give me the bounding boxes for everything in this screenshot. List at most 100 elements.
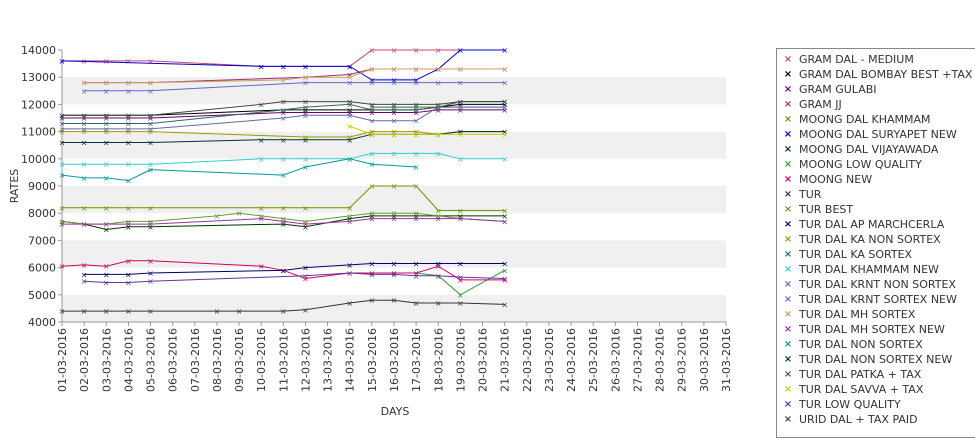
legend-marker-icon: × <box>783 84 793 95</box>
data-point: × <box>413 215 420 224</box>
legend-item: × GRAM DAL BOMBAY BEST +TAX <box>777 67 975 82</box>
data-point: × <box>59 307 66 316</box>
data-point: × <box>346 269 353 278</box>
data-point: × <box>103 125 110 134</box>
data-point: × <box>81 261 88 270</box>
data-point: × <box>59 171 66 180</box>
data-point: × <box>236 209 243 218</box>
series-9: × × × × × × × × × × × × × × × × <box>59 296 508 316</box>
legend-label: GRAM JJ <box>799 98 842 111</box>
series-11: × × × × × × × × × × × × × <box>81 260 508 280</box>
data-point: × <box>501 106 508 115</box>
data-point: × <box>435 212 442 221</box>
legend-marker-icon: × <box>783 189 793 200</box>
legend-label: MOONG DAL KHAMMAM <box>799 113 931 126</box>
x-tick-label: 27-03-2016 <box>631 328 644 392</box>
data-point: × <box>302 136 309 145</box>
data-point: × <box>413 106 420 115</box>
data-point: × <box>258 215 265 224</box>
data-point: × <box>391 130 398 139</box>
data-point: × <box>346 111 353 120</box>
data-point: × <box>147 204 154 213</box>
data-point: × <box>147 128 154 137</box>
data-point: × <box>346 70 353 79</box>
data-point: × <box>413 76 420 85</box>
data-point: × <box>435 215 442 224</box>
legend-item: × TUR DAL NON SORTEX <box>777 337 975 352</box>
legend-label: TUR DAL KRNT SORTEX NEW <box>799 293 957 306</box>
data-point: × <box>125 57 132 66</box>
data-point: × <box>302 204 309 213</box>
legend: × GRAM DAL - MEDIUM × GRAM DAL BOMBAY BEST … <box>776 48 975 438</box>
legend-marker-icon: × <box>783 264 793 275</box>
data-point: × <box>369 215 376 224</box>
data-point: × <box>369 130 376 139</box>
data-point: × <box>59 138 66 147</box>
data-point: × <box>147 111 154 120</box>
data-point: × <box>147 125 154 134</box>
data-point: × <box>280 171 287 180</box>
x-tick-label: 08-03-2016 <box>211 328 224 392</box>
data-point: × <box>391 76 398 85</box>
data-point: × <box>103 119 110 128</box>
legend-item: × TUR DAL KRNT SORTEX NEW <box>777 292 975 307</box>
y-tick-label: 7000 <box>28 234 56 247</box>
x-tick-label: 17-03-2016 <box>410 328 423 392</box>
data-point: × <box>369 106 376 115</box>
data-point: × <box>501 128 508 137</box>
legend-marker-icon: × <box>783 249 793 260</box>
data-point: × <box>147 138 154 147</box>
legend-item: × TUR <box>777 187 975 202</box>
data-point: × <box>457 128 464 137</box>
grid-bands <box>62 77 726 322</box>
data-point: × <box>147 220 154 229</box>
y-tick-label: 12000 <box>21 98 56 111</box>
data-point: × <box>501 260 508 269</box>
data-point: × <box>258 212 265 221</box>
data-point: × <box>501 103 508 112</box>
legend-label: TUR DAL AP MARCHCERLA <box>799 218 945 231</box>
x-tick-label: 24-03-2016 <box>565 328 578 392</box>
data-point: × <box>435 46 442 55</box>
data-point: × <box>302 264 309 273</box>
data-point: × <box>302 155 309 164</box>
x-tick-label: 07-03-2016 <box>189 328 202 392</box>
data-point: × <box>103 279 110 288</box>
legend-marker-icon: × <box>783 384 793 395</box>
data-point: × <box>59 114 66 123</box>
legend-marker-icon: × <box>783 369 793 380</box>
y-tick-label: 9000 <box>28 180 56 193</box>
data-point: × <box>280 204 287 213</box>
data-point: × <box>346 217 353 226</box>
legend-label: TUR DAL PATKA + TAX <box>799 368 922 381</box>
data-point: × <box>81 270 88 279</box>
data-point: × <box>81 114 88 123</box>
y-tick-label: 5000 <box>28 289 56 302</box>
data-point: × <box>280 215 287 224</box>
data-point: × <box>125 223 132 232</box>
data-point: × <box>103 270 110 279</box>
legend-item: × MOONG DAL VIJAYAWADA <box>777 142 975 157</box>
data-point: × <box>413 299 420 308</box>
legend-marker-icon: × <box>783 234 793 245</box>
data-point: × <box>435 106 442 115</box>
data-point: × <box>501 65 508 74</box>
data-point: × <box>81 138 88 147</box>
data-point: × <box>81 119 88 128</box>
legend-label: TUR LOW QUALITY <box>799 398 901 411</box>
data-point: × <box>346 109 353 118</box>
series-16: × × × ×× × × × × × × × <box>81 79 508 96</box>
data-point: × <box>258 155 265 164</box>
legend-label: TUR DAL MH SORTEX NEW <box>799 323 945 336</box>
data-point: × <box>103 307 110 316</box>
data-point: × <box>125 279 132 288</box>
series-lines: × × × × ×× × × ×× × × × × ×× × × × ×× × × × × × × × ×× × × × ×× × × × × ×… <box>59 46 508 316</box>
data-point: × <box>501 46 508 55</box>
legend-item: × TUR DAL AP MARCHCERLA <box>777 217 975 232</box>
data-point: × <box>435 130 442 139</box>
data-point: × <box>413 46 420 55</box>
data-point: × <box>125 114 132 123</box>
data-point: × <box>346 261 353 270</box>
data-point: × <box>147 119 154 128</box>
y-tick-label: 11000 <box>21 126 56 139</box>
